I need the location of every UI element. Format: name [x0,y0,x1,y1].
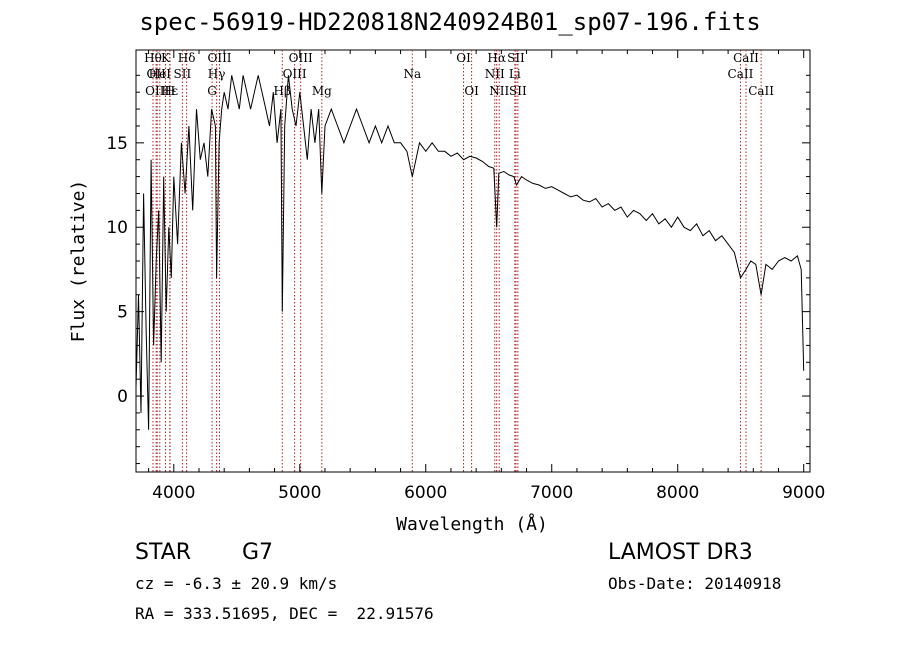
line-label: Na [403,67,421,81]
line-markers [152,50,762,472]
line-label: CaII [748,84,774,98]
y-tick-label: 15 [106,134,128,154]
x-tick-label: 9000 [782,483,825,503]
observation-date: Obs-Date: 20140918 [608,574,782,593]
x-axis-label: Wavelength (Å) [396,513,548,535]
line-label: SII [507,51,525,65]
line-label: SII [509,84,527,98]
line-label: K [161,51,171,65]
line-label: Hγ [208,67,226,81]
line-label: Li [509,67,521,81]
line-label: SII [174,67,192,81]
line-labels: Hθ OII OIII HeI K HεH SII Hδ G Hγ OIII Hβ OIII OIII Mg… [144,51,774,98]
x-tick-label: 8000 [656,483,699,503]
line-label: NII [489,84,509,98]
chart-title: spec-56919-HD220818N240924B01_sp07-196.f… [139,8,761,36]
x-tick-label: 7000 [530,483,573,503]
coordinates: RA = 333.51695, DEC = 22.91576 [135,604,434,623]
line-label: H [165,84,175,98]
line-label: Hθ [144,51,162,65]
x-tick-label: 4000 [152,483,195,503]
line-label: OIII [145,84,169,98]
line-label: OIII [207,51,231,65]
subclass: G7 [242,540,274,565]
line-label: Hε [161,84,178,98]
y-tick-label: 5 [117,303,128,323]
line-label: Hβ [274,84,291,98]
y-tick-label: 0 [117,387,128,407]
spectrum-line [135,75,805,430]
object-type: STAR [135,540,192,565]
line-label: Hδ [178,51,196,65]
line-label: Mg [312,84,332,98]
x-tick-label: 5000 [278,483,321,503]
line-label: OI [456,51,471,65]
line-label: OIII [289,51,313,65]
line-label: OII [146,67,166,81]
line-label: OIII [283,67,307,81]
redshift-cz: cz = -6.3 ± 20.9 km/s [135,574,338,593]
y-axis-ticks: 0 5 10 15 [106,74,810,465]
line-label: HeI [149,67,172,81]
y-tick-label: 10 [106,218,128,238]
x-tick-label: 6000 [404,483,447,503]
line-label: G [207,84,217,98]
line-label: CaII [733,51,759,65]
line-label: OI [464,84,479,98]
line-label: Hα [487,51,506,65]
x-axis-ticks: 4000 5000 6000 7000 8000 9000 [148,50,825,503]
line-label: CaII [728,67,754,81]
y-axis-label: Flux (relative) [68,180,89,343]
survey-name: LAMOST DR3 [608,540,753,565]
line-label: NII [485,67,505,81]
plot-frame [135,49,811,473]
